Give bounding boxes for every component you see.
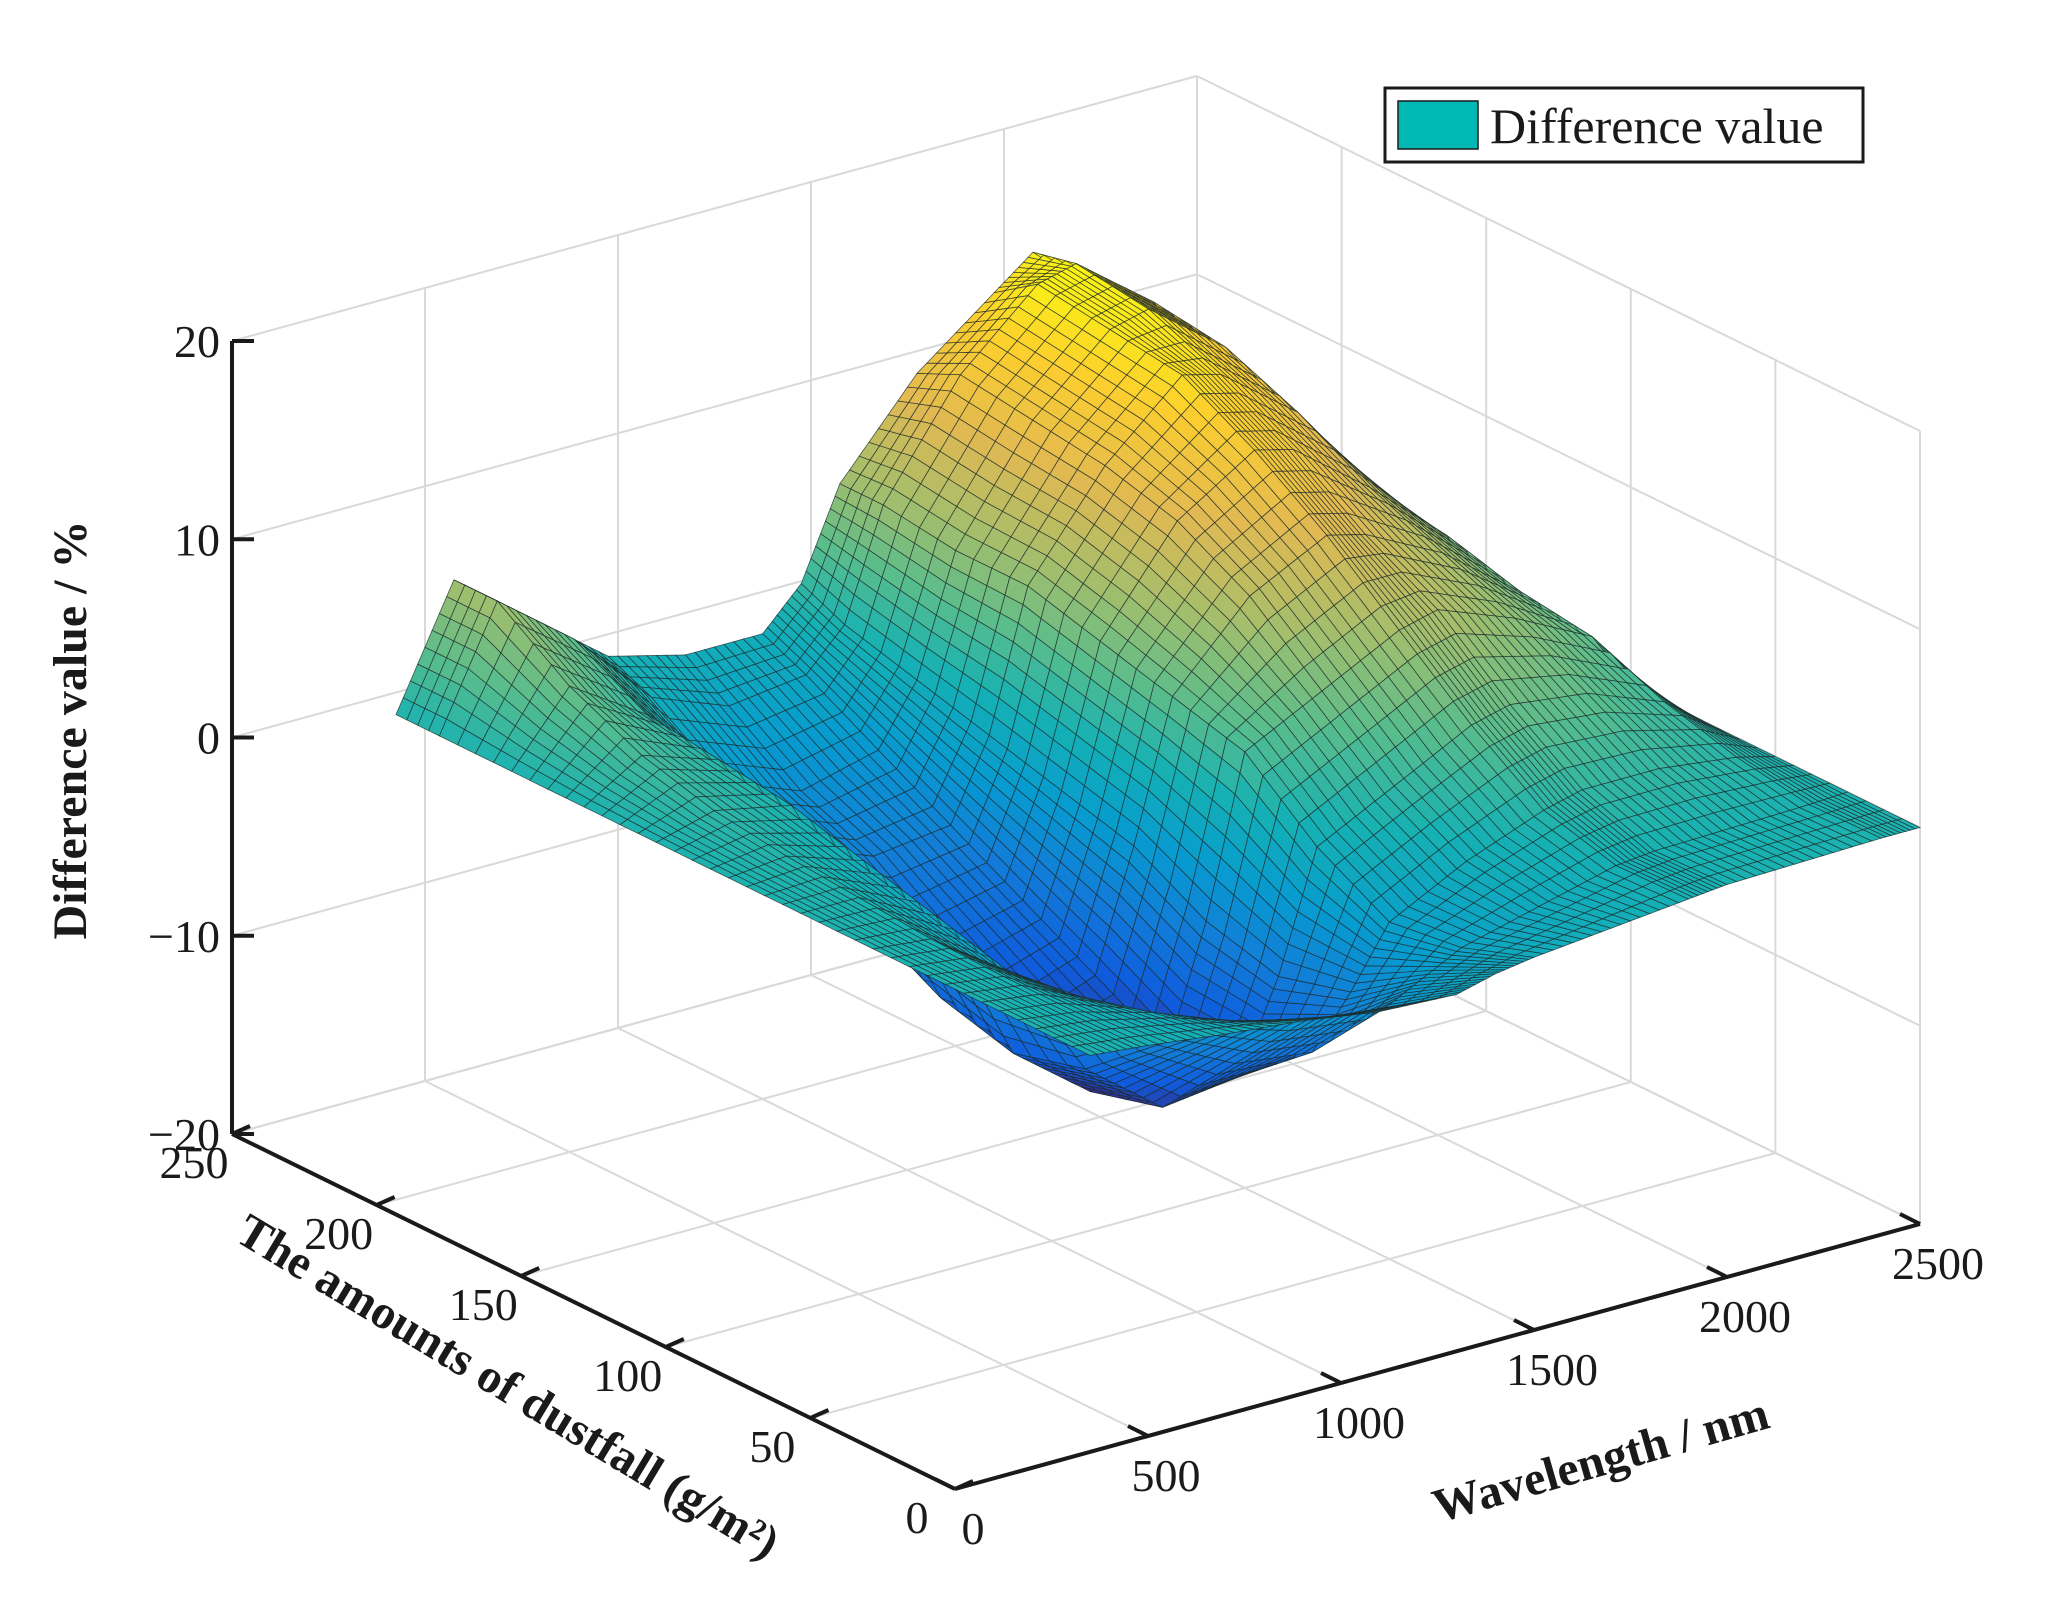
legend: Difference value bbox=[1383, 86, 1865, 164]
x-tick-label: 500 bbox=[1132, 1450, 1201, 1501]
side-wall-grid-line bbox=[1196, 75, 1921, 432]
floor-grid-line bbox=[810, 1152, 1776, 1419]
x-tick-mark bbox=[1320, 1371, 1342, 1385]
floor-grid-line bbox=[617, 1027, 1342, 1384]
floor-grid-line bbox=[665, 1081, 1632, 1348]
y-tick-label: 150 bbox=[449, 1279, 518, 1330]
y-tick-label: 0 bbox=[906, 1492, 929, 1543]
x-tick-label: 1500 bbox=[1506, 1344, 1598, 1395]
x-tick-label: 1000 bbox=[1313, 1397, 1405, 1448]
x-tick-mark bbox=[1127, 1424, 1149, 1438]
z-tick-label: 20 bbox=[174, 316, 220, 367]
surface-mesh bbox=[395, 251, 1922, 1108]
z-axis-title: Difference value / % bbox=[44, 521, 97, 940]
y-tick-label: 100 bbox=[593, 1350, 662, 1401]
floor-grid-line bbox=[520, 1010, 1487, 1277]
x-tick-label: 2500 bbox=[1892, 1238, 1984, 1289]
x-axis-title: Wavelength / nm bbox=[1427, 1387, 1775, 1534]
x-tick-mark bbox=[934, 1477, 956, 1491]
floor-grid-line bbox=[424, 1080, 1149, 1437]
floor-grid-line bbox=[810, 974, 1535, 1331]
z-tick-label: 10 bbox=[174, 514, 220, 565]
y-tick-label: 50 bbox=[749, 1421, 795, 1472]
z-tick-label: −10 bbox=[148, 911, 220, 962]
x-tick-label: 0 bbox=[962, 1503, 985, 1554]
y-axis-title: The amounts of dustfall (g/m²) bbox=[228, 1204, 789, 1570]
x-tick-label: 2000 bbox=[1699, 1291, 1791, 1342]
z-tick-label: 0 bbox=[197, 713, 220, 764]
legend-swatch bbox=[1397, 100, 1479, 150]
x-tick-mark bbox=[1513, 1318, 1535, 1332]
x-tick-mark bbox=[1899, 1212, 1921, 1226]
side-wall-grid-line bbox=[1196, 273, 1921, 631]
legend-label: Difference value bbox=[1490, 98, 1824, 154]
y-tick-label: 250 bbox=[160, 1137, 229, 1188]
back-wall-grid-line bbox=[231, 75, 1198, 342]
x-tick-mark bbox=[1706, 1265, 1728, 1279]
